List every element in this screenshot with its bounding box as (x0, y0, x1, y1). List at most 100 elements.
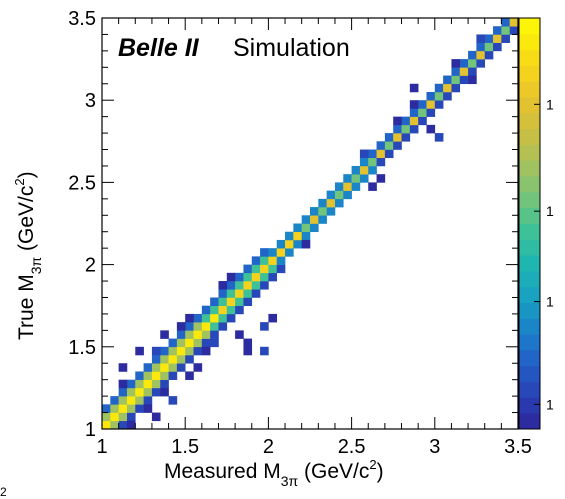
colorbar-band (519, 397, 540, 414)
y-axis-title-main: True M (15, 274, 38, 340)
colorbar-label: 1 (546, 203, 554, 219)
heatmap-cell (451, 83, 461, 93)
heatmap-cell (459, 67, 469, 76)
y-axis-title-sup: 2 (12, 178, 27, 185)
heatmap-cell (368, 149, 377, 159)
heatmap-cell (135, 371, 144, 380)
heatmap-cell (326, 198, 336, 208)
heatmap-cell (235, 305, 244, 315)
colorbar-band (519, 318, 540, 335)
heatmap-cell (151, 371, 161, 380)
heatmap-cell (393, 124, 402, 134)
heatmap-cell (160, 371, 169, 380)
heatmap-cell (176, 330, 186, 339)
heatmap-cell (201, 322, 211, 331)
heatmap-cell (176, 322, 186, 331)
colorbar-band (519, 286, 540, 303)
heatmap-cell (135, 379, 144, 389)
colorbar-band (519, 18, 540, 35)
heatmap-cell (293, 231, 302, 241)
heatmap-cell (301, 223, 311, 233)
heatmap-cell (168, 338, 178, 348)
heatmap-cell (409, 124, 419, 134)
heatmap-cell (193, 330, 203, 339)
heatmap-cell (476, 42, 486, 52)
x-tick-label: 2.5 (338, 436, 366, 458)
colorbar-band (519, 97, 540, 114)
colorbar-band (519, 33, 540, 51)
colorbar-band (519, 191, 540, 209)
heatmap-cell (201, 338, 211, 348)
x-axis-title-sub: 3π (281, 473, 299, 489)
heatmap-cell (376, 141, 386, 150)
heatmap-cell (185, 322, 194, 331)
colorbar-band (519, 128, 540, 145)
heatmap-cell (226, 289, 236, 298)
heatmap-cell (151, 412, 161, 422)
heatmap-cell (110, 420, 119, 430)
heatmap-cell (293, 223, 302, 233)
heatmap-cell (276, 248, 286, 257)
heatmap-cell (168, 363, 178, 372)
heatmap-cell (210, 305, 219, 315)
heatmap-cell (476, 34, 486, 43)
heatmap-cell (243, 264, 253, 274)
x-tick-label: 1 (96, 436, 107, 458)
heatmap-cell (135, 404, 144, 413)
heatmap-cell (102, 404, 111, 413)
heatmap-cell (160, 355, 169, 364)
corner-label: 2 (0, 485, 7, 499)
heatmap-cell (260, 346, 269, 356)
heatmap-cell (268, 256, 278, 265)
colorbar-band (519, 176, 540, 193)
heatmap-cell (201, 330, 211, 339)
x-axis-title: Measured M3π (GeV/c2) (164, 457, 384, 489)
heatmap-cell (501, 18, 510, 27)
heatmap-cell (235, 330, 244, 339)
heatmap-cell (151, 346, 161, 356)
colorbar-label: 1 (546, 396, 554, 412)
heatmap-cell (260, 272, 269, 282)
heatmap-cell (443, 83, 452, 93)
heatmap-cell (285, 248, 294, 257)
heatmap-cell (409, 83, 419, 93)
colorbar (519, 18, 540, 430)
heatmap-cell (401, 124, 411, 134)
heatmap-cell (418, 100, 427, 109)
heatmap-cell (251, 264, 261, 274)
heatmap-cell (201, 305, 211, 315)
heatmap-cell (243, 338, 253, 348)
heatmap-cell (310, 223, 319, 233)
heatmap-cell (418, 116, 427, 126)
heatmap-cell (468, 67, 477, 76)
colorbar-band (519, 160, 540, 177)
heatmap-cell (285, 231, 294, 241)
heatmap-cell (276, 239, 286, 249)
heatmap-cell (451, 75, 461, 85)
heatmap-cell (351, 165, 361, 175)
heatmap-cell (168, 396, 178, 405)
heatmap-cell (118, 387, 128, 397)
colorbar-band (519, 255, 540, 272)
heatmap-cell (334, 182, 344, 191)
heatmap-cell (151, 355, 161, 364)
heatmap-cell (493, 34, 502, 43)
heatmap-cell (501, 34, 510, 43)
heatmap-cell (243, 289, 253, 298)
heatmap-cell (451, 67, 461, 76)
heatmap-cell (110, 412, 119, 422)
heatmap-cell (484, 50, 494, 60)
heatmap-cell (185, 330, 194, 339)
heatmap-cell (443, 91, 452, 101)
heatmap-cell (493, 26, 502, 35)
colorbar-band (519, 223, 540, 240)
heatmap-cell (451, 59, 461, 68)
heatmap-cell (160, 387, 169, 397)
heatmap-cell (351, 182, 361, 191)
y-axis-title: True M3π (GeV/c2) (12, 171, 44, 340)
colorbar-frame (518, 17, 541, 430)
heatmap-cell (126, 412, 136, 422)
heatmap-cell (468, 50, 477, 60)
heatmap-cell (384, 133, 394, 142)
y-tick-label: 3 (85, 90, 96, 112)
